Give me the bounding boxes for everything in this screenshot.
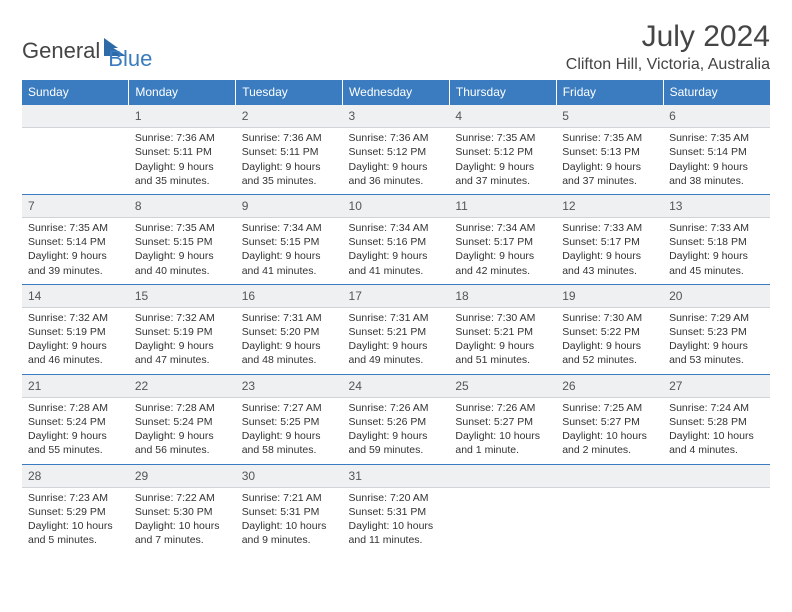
day-cell: Sunrise: 7:28 AM Sunset: 5:24 PM Dayligh… [22,397,129,464]
daynum-row: 21222324252627 [22,374,770,397]
day-cell: Sunrise: 7:34 AM Sunset: 5:16 PM Dayligh… [343,218,450,285]
day-cell: Sunrise: 7:31 AM Sunset: 5:21 PM Dayligh… [343,307,450,374]
day-cell: Sunrise: 7:30 AM Sunset: 5:22 PM Dayligh… [556,307,663,374]
day-number [556,464,663,487]
day-cell: Sunrise: 7:35 AM Sunset: 5:13 PM Dayligh… [556,128,663,195]
logo-text-blue: Blue [108,46,152,72]
weekday-header: Tuesday [236,80,343,105]
day-number [663,464,770,487]
day-cell: Sunrise: 7:22 AM Sunset: 5:30 PM Dayligh… [129,487,236,553]
day-cell: Sunrise: 7:26 AM Sunset: 5:27 PM Dayligh… [449,397,556,464]
day-cell: Sunrise: 7:28 AM Sunset: 5:24 PM Dayligh… [129,397,236,464]
day-cell: Sunrise: 7:33 AM Sunset: 5:18 PM Dayligh… [663,218,770,285]
day-number: 3 [343,105,450,128]
day-number: 17 [343,284,450,307]
day-number: 2 [236,105,343,128]
day-cell: Sunrise: 7:23 AM Sunset: 5:29 PM Dayligh… [22,487,129,553]
day-cell: Sunrise: 7:25 AM Sunset: 5:27 PM Dayligh… [556,397,663,464]
content-row: Sunrise: 7:32 AM Sunset: 5:19 PM Dayligh… [22,307,770,374]
month-title: July 2024 [566,20,770,54]
day-number: 13 [663,194,770,217]
day-number: 5 [556,105,663,128]
day-number [22,105,129,128]
day-number: 19 [556,284,663,307]
day-number: 29 [129,464,236,487]
weekday-header: Wednesday [343,80,450,105]
day-cell: Sunrise: 7:32 AM Sunset: 5:19 PM Dayligh… [22,307,129,374]
day-number: 12 [556,194,663,217]
title-block: July 2024 Clifton Hill, Victoria, Austra… [566,20,770,74]
logo-text-general: General [22,38,100,64]
day-cell: Sunrise: 7:35 AM Sunset: 5:12 PM Dayligh… [449,128,556,195]
day-cell [22,128,129,195]
day-cell: Sunrise: 7:30 AM Sunset: 5:21 PM Dayligh… [449,307,556,374]
content-row: Sunrise: 7:35 AM Sunset: 5:14 PM Dayligh… [22,218,770,285]
day-cell [449,487,556,553]
day-cell: Sunrise: 7:20 AM Sunset: 5:31 PM Dayligh… [343,487,450,553]
day-cell [556,487,663,553]
day-cell: Sunrise: 7:36 AM Sunset: 5:12 PM Dayligh… [343,128,450,195]
day-number: 1 [129,105,236,128]
day-number: 7 [22,194,129,217]
daynum-row: 78910111213 [22,194,770,217]
day-number: 30 [236,464,343,487]
daynum-row: 14151617181920 [22,284,770,307]
daynum-row: 28293031 [22,464,770,487]
day-cell: Sunrise: 7:35 AM Sunset: 5:14 PM Dayligh… [22,218,129,285]
day-number: 22 [129,374,236,397]
day-number: 15 [129,284,236,307]
weekday-header-row: Sunday Monday Tuesday Wednesday Thursday… [22,80,770,105]
day-number: 14 [22,284,129,307]
day-cell: Sunrise: 7:24 AM Sunset: 5:28 PM Dayligh… [663,397,770,464]
day-number [449,464,556,487]
day-number: 28 [22,464,129,487]
day-cell: Sunrise: 7:36 AM Sunset: 5:11 PM Dayligh… [129,128,236,195]
header: General Blue July 2024 Clifton Hill, Vic… [22,20,770,74]
weekday-header: Friday [556,80,663,105]
day-number: 25 [449,374,556,397]
day-cell: Sunrise: 7:35 AM Sunset: 5:14 PM Dayligh… [663,128,770,195]
day-number: 4 [449,105,556,128]
day-number: 24 [343,374,450,397]
day-cell: Sunrise: 7:34 AM Sunset: 5:15 PM Dayligh… [236,218,343,285]
day-number: 8 [129,194,236,217]
weekday-header: Monday [129,80,236,105]
day-cell: Sunrise: 7:35 AM Sunset: 5:15 PM Dayligh… [129,218,236,285]
day-number: 21 [22,374,129,397]
calendar-table: Sunday Monday Tuesday Wednesday Thursday… [22,80,770,553]
day-number: 26 [556,374,663,397]
location: Clifton Hill, Victoria, Australia [566,56,770,74]
day-number: 23 [236,374,343,397]
content-row: Sunrise: 7:36 AM Sunset: 5:11 PM Dayligh… [22,128,770,195]
day-cell: Sunrise: 7:31 AM Sunset: 5:20 PM Dayligh… [236,307,343,374]
content-row: Sunrise: 7:23 AM Sunset: 5:29 PM Dayligh… [22,487,770,553]
weekday-header: Sunday [22,80,129,105]
day-number: 9 [236,194,343,217]
day-cell: Sunrise: 7:29 AM Sunset: 5:23 PM Dayligh… [663,307,770,374]
day-cell [663,487,770,553]
day-number: 20 [663,284,770,307]
day-number: 16 [236,284,343,307]
weekday-header: Saturday [663,80,770,105]
logo: General Blue [22,20,152,72]
day-number: 27 [663,374,770,397]
day-number: 31 [343,464,450,487]
day-cell: Sunrise: 7:26 AM Sunset: 5:26 PM Dayligh… [343,397,450,464]
day-cell: Sunrise: 7:27 AM Sunset: 5:25 PM Dayligh… [236,397,343,464]
daynum-row: 123456 [22,105,770,128]
day-number: 18 [449,284,556,307]
day-number: 6 [663,105,770,128]
day-number: 11 [449,194,556,217]
day-cell: Sunrise: 7:21 AM Sunset: 5:31 PM Dayligh… [236,487,343,553]
weekday-header: Thursday [449,80,556,105]
day-number: 10 [343,194,450,217]
day-cell: Sunrise: 7:32 AM Sunset: 5:19 PM Dayligh… [129,307,236,374]
content-row: Sunrise: 7:28 AM Sunset: 5:24 PM Dayligh… [22,397,770,464]
day-cell: Sunrise: 7:33 AM Sunset: 5:17 PM Dayligh… [556,218,663,285]
day-cell: Sunrise: 7:34 AM Sunset: 5:17 PM Dayligh… [449,218,556,285]
day-cell: Sunrise: 7:36 AM Sunset: 5:11 PM Dayligh… [236,128,343,195]
